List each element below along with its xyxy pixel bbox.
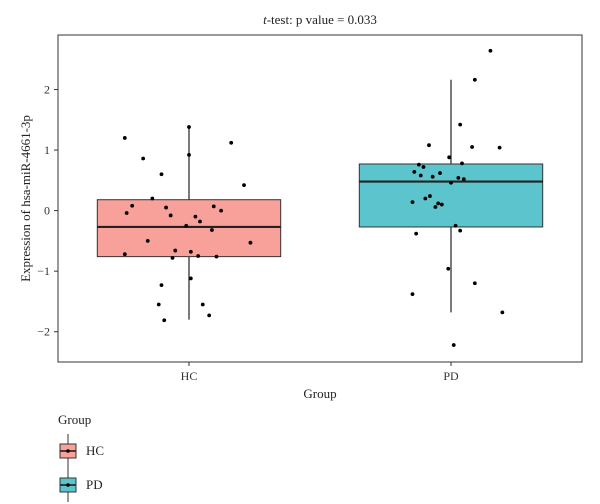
data-point: [187, 125, 191, 129]
data-point: [458, 122, 463, 127]
data-point: [193, 214, 198, 219]
data-point: [414, 231, 419, 236]
y-tick-label: 2: [44, 83, 50, 97]
data-point: [168, 213, 173, 218]
data-point: [436, 201, 441, 206]
data-point: [488, 48, 493, 53]
data-point: [410, 200, 415, 205]
x-tick-label: PD: [443, 369, 459, 383]
data-point: [145, 238, 150, 243]
data-point: [500, 310, 505, 315]
data-point: [449, 180, 453, 185]
data-point: [173, 248, 178, 253]
data-point: [472, 281, 477, 286]
data-point: [456, 176, 461, 180]
data-point: [433, 205, 438, 209]
data-point: [438, 171, 442, 175]
data-point: [210, 228, 214, 232]
plot-frame: [57, 34, 583, 363]
data-point: [460, 161, 464, 166]
legend: Group HC PD: [58, 412, 104, 502]
data-point: [170, 255, 175, 260]
data-point: [198, 219, 202, 224]
data-point: [461, 177, 466, 182]
data-point: [184, 223, 189, 228]
legend-key-hc: [59, 434, 77, 468]
data-point: [430, 174, 435, 179]
data-point: [214, 254, 219, 259]
box-hc: [96, 199, 282, 258]
data-point: [159, 283, 164, 287]
data-point: [439, 202, 444, 207]
box-plot: −2 −1 0 1 2 HC PD Group Expression of hsa-miR-46…: [18, 34, 583, 401]
y-tick-label: 1: [44, 143, 50, 157]
chart-title: t-test: p value = 0.033: [58, 12, 582, 28]
data-point: [410, 292, 415, 297]
y-tick-label: −1: [37, 264, 50, 278]
data-point: [188, 249, 193, 254]
data-point: [427, 143, 431, 148]
data-point: [229, 140, 234, 145]
y-axis-label: Expression of hsa-miR-4661-3p: [18, 115, 33, 282]
data-point: [446, 266, 451, 271]
data-point: [472, 77, 477, 82]
data-point: [421, 165, 426, 169]
data-point: [122, 136, 127, 140]
x-axis-label: Group: [303, 386, 336, 401]
data-point: [141, 156, 146, 161]
legend-key-pd: [59, 468, 77, 502]
data-point: [164, 205, 168, 210]
legend-item-hc: HC: [58, 434, 104, 468]
chart-title-rest: -test: p value = 0.033: [266, 12, 377, 27]
data-point: [200, 302, 205, 307]
data-point: [124, 211, 129, 215]
data-point: [418, 173, 423, 178]
data-point: [211, 204, 216, 209]
data-point: [156, 302, 161, 307]
data-point: [447, 155, 452, 160]
legend-label-pd: PD: [86, 477, 103, 492]
data-point: [470, 145, 474, 149]
data-point: [412, 169, 417, 174]
legend-key-part: [66, 449, 70, 453]
data-point: [196, 254, 201, 258]
data-point: [428, 194, 432, 198]
legend-item-pd: PD: [58, 468, 103, 502]
y-tick-label: 0: [44, 204, 50, 218]
data-point: [417, 162, 421, 167]
data-point: [458, 228, 463, 233]
data-point: [242, 183, 246, 188]
legend-title: Group: [58, 412, 92, 427]
data-point: [122, 252, 127, 257]
legend-label-hc: HC: [86, 443, 105, 458]
data-point: [187, 153, 191, 157]
x-tick-label: HC: [181, 369, 198, 383]
data-point: [423, 196, 428, 201]
data-point: [150, 196, 155, 201]
y-tick-label: −2: [37, 325, 50, 339]
data-point: [207, 313, 212, 318]
box-pd: [358, 163, 544, 228]
data-point: [130, 203, 135, 208]
data-point: [159, 172, 164, 177]
data-point: [248, 240, 253, 245]
data-point: [451, 343, 456, 347]
legend-key-part: [66, 483, 70, 487]
chart-title-italic: t: [263, 12, 267, 27]
data-point: [497, 145, 502, 150]
data-point: [188, 276, 193, 281]
data-point: [453, 223, 458, 228]
data-point: [219, 208, 223, 213]
data-point: [162, 318, 167, 323]
